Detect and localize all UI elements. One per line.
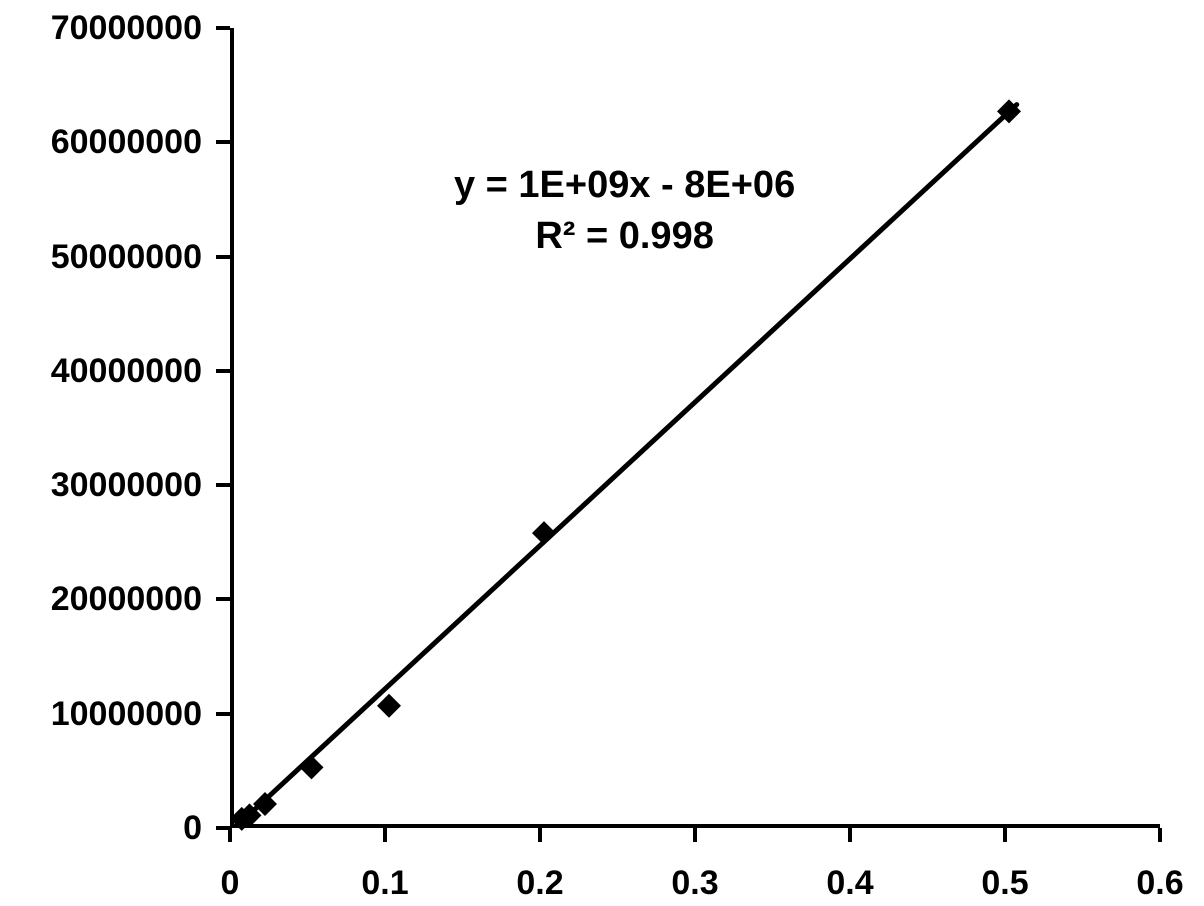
y-tick-mark (216, 26, 230, 30)
x-tick-label: 0.4 (826, 866, 873, 900)
equation-text: y = 1E+09x - 8E+06 (454, 160, 795, 211)
data-point-marker (300, 755, 324, 779)
y-tick-label: 50000000 (51, 240, 202, 274)
x-tick-mark (848, 828, 852, 842)
data-point-marker (532, 521, 556, 545)
y-tick-label: 0 (183, 811, 202, 845)
x-tick-label: 0.2 (516, 866, 563, 900)
y-tick-label: 30000000 (51, 468, 202, 502)
data-point-marker (377, 694, 401, 718)
y-tick-mark (216, 597, 230, 601)
y-tick-label: 20000000 (51, 582, 202, 616)
x-tick-mark (538, 828, 542, 842)
x-tick-mark (383, 828, 387, 842)
chart-container: y = 1E+09x - 8E+06 R² = 0.998 0 10000000 2… (0, 0, 1204, 906)
r-squared-text: R² = 0.998 (454, 211, 795, 262)
y-tick-mark (216, 140, 230, 144)
x-tick-label: 0.5 (981, 866, 1028, 900)
x-tick-mark (693, 828, 697, 842)
x-tick-label: 0 (221, 866, 240, 900)
y-tick-mark (216, 712, 230, 716)
regression-annotation: y = 1E+09x - 8E+06 R² = 0.998 (454, 160, 795, 263)
x-tick-label: 0.6 (1136, 866, 1183, 900)
y-tick-mark (216, 255, 230, 259)
y-tick-label: 60000000 (51, 125, 202, 159)
chart-svg (234, 28, 1164, 828)
x-tick-label: 0.3 (671, 866, 718, 900)
y-tick-mark (216, 483, 230, 487)
y-tick-label: 10000000 (51, 697, 202, 731)
plot-area: y = 1E+09x - 8E+06 R² = 0.998 (230, 28, 1160, 828)
x-tick-mark (1003, 828, 1007, 842)
x-tick-label: 0.1 (361, 866, 408, 900)
x-tick-mark (1158, 828, 1162, 842)
x-tick-mark (228, 828, 232, 842)
y-tick-label: 40000000 (51, 354, 202, 388)
y-tick-mark (216, 369, 230, 373)
y-tick-label: 70000000 (51, 11, 202, 45)
